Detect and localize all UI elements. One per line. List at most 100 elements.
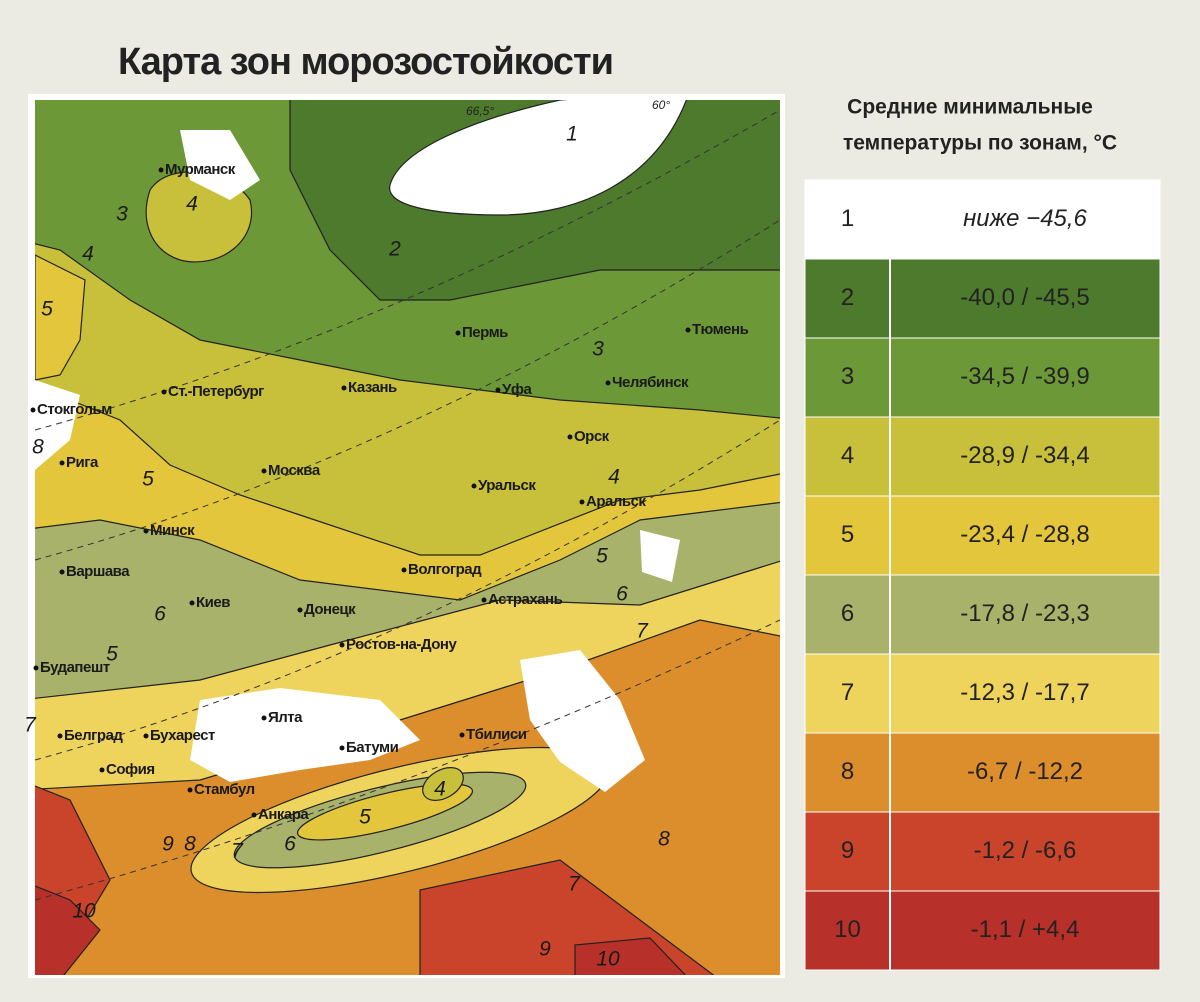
legend-swatch: [804, 574, 1161, 655]
zone-label: 7: [636, 620, 649, 643]
zone-area: [574, 937, 687, 975]
city-label: Минск: [150, 522, 195, 539]
city-dot: [459, 732, 465, 738]
city-label: Аральск: [586, 493, 646, 510]
zone-label: 2: [388, 238, 401, 261]
city-dot: [59, 569, 65, 575]
zone-label: 10: [72, 900, 96, 923]
city-label: Казань: [348, 379, 397, 396]
legend-zone: 2: [841, 284, 854, 311]
city-dot: [579, 499, 585, 505]
parallel-label: 66,5°: [466, 104, 494, 118]
zone-label: 5: [106, 643, 118, 666]
city-dot: [339, 745, 345, 751]
city-dot: [143, 733, 149, 739]
zone-label: 1: [566, 123, 578, 146]
legend-range: -12,3 / -17,7: [960, 679, 1089, 706]
zone-area: [389, 100, 687, 216]
city-label: София: [106, 761, 155, 778]
zone-label: 4: [434, 778, 446, 801]
zone-label: 6: [616, 583, 628, 606]
city-dot: [143, 528, 149, 534]
legend-swatch: [804, 337, 1161, 418]
zone-label: 9: [162, 833, 174, 856]
city-label: Ст.-Петербург: [168, 383, 264, 400]
city-dot: [685, 327, 691, 333]
city-dot: [30, 407, 36, 413]
city-dot: [99, 767, 105, 773]
zone-label: 7: [231, 840, 244, 863]
city-label: Батуми: [346, 739, 399, 756]
city-label: Челябинск: [612, 374, 689, 391]
parallel-label: 60°: [652, 98, 670, 112]
water: [180, 130, 260, 200]
zone-area: [35, 885, 101, 975]
city-label: Бухарест: [150, 727, 215, 744]
city-dot: [471, 483, 477, 489]
city-label: Тбилиси: [466, 726, 527, 743]
city-label: Стамбул: [194, 781, 255, 798]
legend: Средние минимальные температуры по зонам…: [804, 96, 1161, 971]
water: [190, 688, 420, 782]
city-dot: [567, 434, 573, 440]
city-dot: [189, 600, 195, 606]
zone-label: 4: [82, 243, 94, 266]
zone-label: 5: [359, 806, 371, 829]
city-dot: [161, 389, 167, 395]
zone-area: [35, 254, 86, 381]
city-dot: [261, 468, 267, 474]
city-dot: [455, 330, 461, 336]
zone-label: 4: [608, 466, 620, 489]
city-label: Стокгольм: [37, 401, 112, 418]
water: [35, 380, 80, 470]
zone-label: 5: [596, 545, 608, 568]
zone-label: 7: [24, 714, 37, 737]
city-label: Орск: [574, 428, 610, 445]
city-dot: [605, 380, 611, 386]
legend-swatch: [804, 258, 1161, 339]
city-dot: [187, 787, 193, 793]
city-dot: [33, 665, 39, 671]
zone-label: 4: [186, 193, 198, 216]
legend-zone: 7: [841, 679, 854, 706]
legend-range: -40,0 / -45,5: [960, 284, 1089, 311]
zone-label: 8: [658, 828, 670, 851]
city-label: Белград: [64, 727, 123, 744]
city-label: Будапешт: [40, 659, 110, 676]
legend-swatch: [804, 179, 1161, 260]
parallel-line: [35, 619, 780, 901]
city-dot: [481, 597, 487, 603]
city-label: Астрахань: [488, 591, 563, 608]
city-label: Мурманск: [165, 161, 236, 178]
legend-range: -1,1 / +4,4: [971, 916, 1080, 943]
city-dot: [297, 607, 303, 613]
zone-label: 6: [154, 603, 166, 626]
city-label: Волгоград: [408, 561, 482, 578]
city-label: Уральск: [478, 477, 536, 494]
water: [640, 530, 680, 582]
city-dot: [57, 733, 63, 739]
legend-zone: 6: [841, 600, 854, 627]
zone-label: 8: [32, 436, 44, 459]
city-label: Анкара: [258, 806, 309, 823]
legend-zone: 4: [841, 442, 854, 469]
zone-label: 5: [41, 298, 53, 321]
city-label: Донецк: [304, 601, 356, 618]
legend-zone: 1: [841, 205, 854, 232]
zone-label: 3: [116, 203, 128, 226]
city-label: Варшава: [66, 563, 130, 580]
legend-swatch: [804, 495, 1161, 576]
parallel-line: [35, 219, 780, 561]
legend-swatch: [804, 811, 1161, 892]
city-dot: [339, 642, 345, 648]
city-label: Киев: [196, 594, 230, 611]
zone-label: 8: [184, 833, 196, 856]
zone-label: 7: [568, 873, 581, 896]
city-dot: [341, 385, 347, 391]
city-label: Ялта: [268, 709, 303, 726]
legend-zone: 8: [841, 758, 854, 785]
zone-label: 10: [596, 948, 620, 971]
legend-range: -17,8 / -23,3: [960, 600, 1089, 627]
legend-swatch: [804, 890, 1161, 971]
